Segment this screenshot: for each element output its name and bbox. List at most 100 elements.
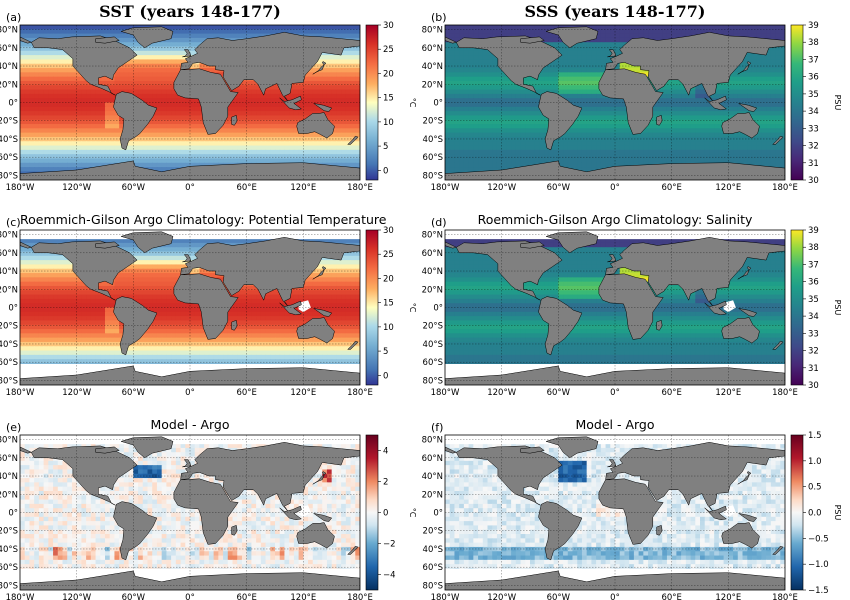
ocean-field-a bbox=[20, 25, 360, 180]
colorbar-tick-label: 5 bbox=[383, 142, 388, 152]
gridlines-f bbox=[445, 435, 785, 590]
lat-tick-label: 60°N bbox=[422, 454, 443, 464]
lon-tick-label: 0° bbox=[610, 593, 620, 600]
colorbar-tick-label: −0.5 bbox=[808, 534, 829, 544]
colorbar-tick-label: 1.0 bbox=[808, 457, 822, 467]
lat-tick-label: 60°N bbox=[422, 249, 443, 259]
lat-tick-label: 40°S bbox=[0, 340, 18, 350]
lon-tick-label: 120°W bbox=[487, 183, 516, 193]
lon-tick-label: 120°E bbox=[290, 183, 316, 193]
lat-tick-label: 40°S bbox=[423, 340, 443, 350]
lat-tick-label: 20°N bbox=[422, 80, 443, 90]
colorbar-tick-label: 38 bbox=[808, 243, 819, 253]
lon-tick-label: 120°E bbox=[715, 183, 741, 193]
lat-tick-label: 0° bbox=[433, 304, 443, 314]
lon-tick-label: 0° bbox=[610, 183, 620, 193]
lon-tick-label: 0° bbox=[185, 183, 195, 193]
colorbar-e: −4 −2 0 2 4 °C bbox=[365, 434, 417, 591]
colorbar-tick-label: 39 bbox=[808, 226, 819, 236]
colorbar-tick-label: −1.0 bbox=[808, 560, 829, 570]
lat-tick-label: 40°N bbox=[0, 267, 18, 277]
lon-tick-label: 180°W bbox=[6, 183, 35, 193]
lat-tick-label: 80°S bbox=[423, 581, 443, 591]
panel-title-a: SST (years 148-177) bbox=[99, 2, 281, 21]
lon-tick-label: 0° bbox=[185, 593, 195, 600]
lat-tick-label: 40°N bbox=[0, 62, 18, 72]
lat-tick-label: 80°N bbox=[0, 26, 18, 36]
colorbar-a: 0 5 10 15 20 25 30 °C bbox=[365, 21, 417, 181]
lon-tick-label: 60°W bbox=[547, 183, 571, 193]
lon-tick-label: 60°W bbox=[547, 593, 571, 600]
lon-tick-label: 60°E bbox=[661, 388, 681, 398]
lat-tick-label: 40°N bbox=[422, 62, 443, 72]
colorbar-tick-label: 0 bbox=[383, 509, 388, 519]
colorbar-tick-label: 1.5 bbox=[808, 431, 822, 441]
colorbar-f: −1.5 −1.0 −0.5 0.0 0.5 1.0 1.5 PSU bbox=[790, 431, 842, 596]
colorbar-tick-label: 39 bbox=[808, 21, 819, 31]
gridlines-a bbox=[20, 25, 360, 180]
colorbar-tick-label: 30 bbox=[383, 21, 394, 31]
lat-tick-label: 80°S bbox=[423, 376, 443, 386]
lon-tick-label: 180°W bbox=[431, 593, 460, 600]
lat-tick-label: 60°S bbox=[0, 358, 18, 368]
ocean-field-f bbox=[445, 435, 785, 590]
lon-tick-label: 120°W bbox=[62, 388, 91, 398]
colorbar-tick-label: 10 bbox=[383, 118, 394, 128]
lat-tick-label: 80°S bbox=[0, 376, 18, 386]
lat-tick-label: 0° bbox=[8, 99, 18, 109]
colorbar-tick-label: 30 bbox=[808, 381, 819, 391]
lon-tick-label: 120°W bbox=[487, 388, 516, 398]
colorbar-tick-label: 15 bbox=[383, 94, 394, 104]
colorbar-tick-label: 37 bbox=[808, 260, 819, 270]
lat-tick-label: 0° bbox=[433, 509, 443, 519]
land-mask-b bbox=[445, 26, 785, 180]
lon-tick-label: 120°E bbox=[290, 388, 316, 398]
colorbar-tick-label: 0.5 bbox=[808, 483, 822, 493]
lon-tick-label: 180°E bbox=[347, 593, 373, 600]
lat-tick-label: 20°S bbox=[0, 117, 18, 127]
ocean-field-b bbox=[445, 25, 785, 180]
colorbar-tick-label: 0 bbox=[383, 166, 388, 176]
lat-tick-label: 20°N bbox=[0, 285, 18, 295]
colorbar-unit: PSU bbox=[833, 95, 842, 111]
panel-label-c: (c) bbox=[6, 216, 21, 229]
lon-tick-label: 180°W bbox=[431, 183, 460, 193]
panel-label-e: (e) bbox=[6, 421, 22, 434]
lon-tick-label: 180°E bbox=[772, 183, 798, 193]
lat-tick-label: 80°N bbox=[0, 231, 18, 241]
panel-label-d: (d) bbox=[431, 216, 447, 229]
colorbar-tick-label: 38 bbox=[808, 38, 819, 48]
colorbar-tick-label: 35 bbox=[808, 90, 819, 100]
colorbar-tick-label: −4 bbox=[383, 571, 396, 581]
colorbar-unit: °C bbox=[408, 508, 417, 518]
colorbar-tick-label: 25 bbox=[383, 250, 394, 260]
lon-tick-label: 0° bbox=[610, 388, 620, 398]
colorbar-tick-label: 35 bbox=[808, 295, 819, 305]
lat-tick-label: 20°S bbox=[423, 322, 443, 332]
lat-tick-label: 0° bbox=[433, 99, 443, 109]
lon-tick-label: 60°W bbox=[122, 388, 146, 398]
lon-tick-label: 180°E bbox=[772, 388, 798, 398]
lat-tick-label: 80°S bbox=[0, 171, 18, 181]
lat-tick-label: 80°N bbox=[0, 436, 18, 446]
lat-tick-label: 20°N bbox=[422, 490, 443, 500]
gridlines-d bbox=[445, 230, 785, 385]
panel-title-e: Model - Argo bbox=[150, 417, 230, 432]
colorbar-tick-label: 33 bbox=[808, 124, 819, 134]
lat-tick-label: 80°S bbox=[0, 581, 18, 591]
lon-tick-label: 120°W bbox=[487, 593, 516, 600]
colorbar-tick-label: 36 bbox=[808, 278, 819, 288]
colorbar-tick-label: −2 bbox=[383, 540, 396, 550]
colorbar-tick-label: 4 bbox=[383, 447, 388, 457]
panel-title-c: Roemmich-Gilson Argo Climatology: Potent… bbox=[20, 212, 387, 227]
lat-tick-label: 40°S bbox=[423, 135, 443, 145]
lon-tick-label: 180°W bbox=[431, 388, 460, 398]
lon-tick-label: 120°E bbox=[715, 388, 741, 398]
colorbar-tick-label: 2 bbox=[383, 478, 388, 488]
colorbar-tick-label: 20 bbox=[383, 274, 394, 284]
lat-tick-label: 60°S bbox=[423, 563, 443, 573]
colorbar-unit: PSU bbox=[833, 300, 842, 316]
